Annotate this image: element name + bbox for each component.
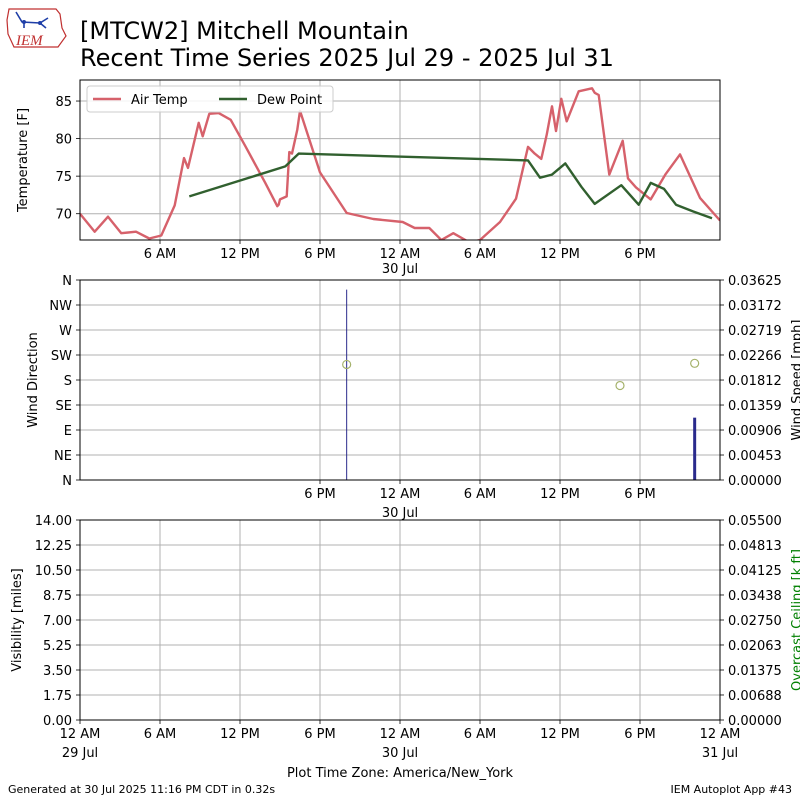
y2-tick-label: 0.00906 (728, 424, 782, 439)
x-tick-label: 6 PM (624, 247, 655, 262)
y-tick-label: 5.25 (43, 639, 72, 654)
y-axis-label: Visibility [miles] (10, 568, 25, 671)
footer-generated: Generated at 30 Jul 2025 11:16 PM CDT in… (8, 783, 276, 796)
y2-tick-label: 0.03172 (728, 299, 782, 314)
y-tick-label: 75 (55, 170, 72, 185)
y2-tick-label: 0.02750 (728, 614, 782, 629)
x-tick-label: 6 PM (624, 487, 655, 502)
y2-tick-label: 0.01375 (728, 664, 782, 679)
x-date-label: 30 Jul (382, 262, 418, 277)
iem-logo: IEM (6, 8, 67, 49)
y-tick-label: 80 (55, 133, 72, 148)
y2-tick-label: 0.02266 (728, 349, 782, 364)
y-tick-label: 3.50 (43, 664, 72, 679)
x-tick-label: 12 PM (220, 247, 260, 262)
series-line-dew-point (188, 152, 713, 220)
y-tick-label: 85 (55, 95, 72, 110)
y2-tick-label: 0.02719 (728, 324, 782, 339)
y2-tick-label: 0.03438 (728, 589, 782, 604)
x-tick-label: 6 AM (144, 247, 177, 262)
y-axis-label: Wind Direction (26, 332, 41, 428)
legend-label: Dew Point (257, 93, 322, 108)
x-date-label: 29 Jul (62, 746, 98, 761)
y-tick-label: 8.75 (43, 589, 72, 604)
x-tick-label: 6 PM (304, 487, 335, 502)
legend-label: Air Temp (131, 93, 188, 108)
x-tick-label: 12 AM (60, 727, 101, 742)
x-tick-label: 6 PM (304, 727, 335, 742)
x-tick-label: 12 PM (540, 487, 580, 502)
y-axis-label: Temperature [F] (16, 108, 31, 213)
x-tick-label: 12 AM (700, 727, 741, 742)
axes-frame (79, 79, 721, 241)
y2-tick-label: 0.01359 (728, 399, 782, 414)
footer-app: IEM Autoplot App #43 (670, 783, 793, 796)
y-tick-label: S (64, 374, 72, 389)
x-tick-label: 12 AM (380, 727, 421, 742)
y2-tick-label: 0.00000 (728, 714, 782, 729)
x-tick-label: 12 AM (380, 487, 421, 502)
y-tick-label: SW (51, 349, 72, 364)
y-tick-label: 0.00 (43, 714, 72, 729)
x-tick-label: 6 PM (304, 247, 335, 262)
y2-tick-label: 0.00688 (728, 689, 782, 704)
y-tick-label: N (62, 474, 72, 489)
chart-title-line1: [MTCW2] Mitchell Mountain (80, 17, 409, 45)
x-axis-label: Plot Time Zone: America/New_York (287, 766, 514, 781)
series-line-air-temp (80, 87, 720, 240)
wind-direction-point (690, 358, 700, 368)
x-tick-label: 12 AM (380, 247, 421, 262)
x-tick-label: 6 AM (464, 727, 497, 742)
y-tick-label: 1.75 (43, 689, 72, 704)
x-tick-label: 6 PM (624, 727, 655, 742)
x-tick-label: 12 PM (540, 727, 580, 742)
y-tick-label: NW (49, 299, 72, 314)
y-tick-label: 10.50 (35, 564, 72, 579)
x-tick-label: 12 PM (220, 727, 260, 742)
y-tick-label: NE (54, 449, 72, 464)
logo-text: IEM (15, 33, 44, 49)
y2-tick-label: 0.01812 (728, 374, 782, 389)
x-date-label: 31 Jul (702, 746, 738, 761)
y-tick-label: SE (56, 399, 72, 414)
legend: Air Temp Dew Point (86, 85, 334, 113)
wind-direction-point (342, 359, 352, 370)
x-tick-label: 6 AM (144, 727, 177, 742)
y2-tick-label: 0.03625 (728, 274, 782, 289)
y-tick-label: W (59, 324, 72, 339)
y-tick-label: 12.25 (35, 539, 72, 554)
wind-direction-point (615, 380, 625, 391)
chart-title-line2: Recent Time Series 2025 Jul 29 - 2025 Ju… (80, 44, 614, 72)
x-tick-label: 6 AM (464, 247, 497, 262)
visibility-panel: 12 AM 6 AM 12 PM 6 PM 12 AM 6 AM 12 PM 6 PM 12 A… (10, 514, 800, 781)
y-tick-label: N (62, 274, 72, 289)
y-tick-label: E (64, 424, 72, 439)
x-tick-label: 6 AM (464, 487, 497, 502)
y-tick-label: 14.00 (35, 514, 72, 529)
x-tick-label: 12 PM (540, 247, 580, 262)
wind-panel: 6 PM 12 AM 6 AM 12 PM 6 PM N NE E SE S SW W NW N 0.000… (26, 274, 800, 521)
x-date-label: 30 Jul (382, 506, 418, 521)
legend-box (86, 85, 334, 113)
y-axis-label: Overcast Ceiling [k ft] (790, 549, 800, 691)
axes-frame (79, 279, 721, 481)
y2-tick-label: 0.02063 (728, 639, 782, 654)
y2-tick-label: 0.04125 (728, 564, 782, 579)
axes-frame (79, 519, 721, 721)
x-date-label: 30 Jul (382, 746, 418, 761)
y-axis-label: Wind Speed [mph] (790, 320, 800, 441)
y2-tick-label: 0.00000 (728, 474, 782, 489)
y2-tick-label: 0.05500 (728, 514, 782, 529)
temperature-panel: 6 AM 12 PM 6 PM 12 AM 6 AM 12 PM 6 PM 70 75 80 85 3… (16, 79, 721, 277)
y-tick-label: 70 (55, 208, 72, 223)
y-tick-label: 7.00 (43, 614, 72, 629)
y2-tick-label: 0.04813 (728, 539, 782, 554)
y2-tick-label: 0.00453 (728, 449, 782, 464)
